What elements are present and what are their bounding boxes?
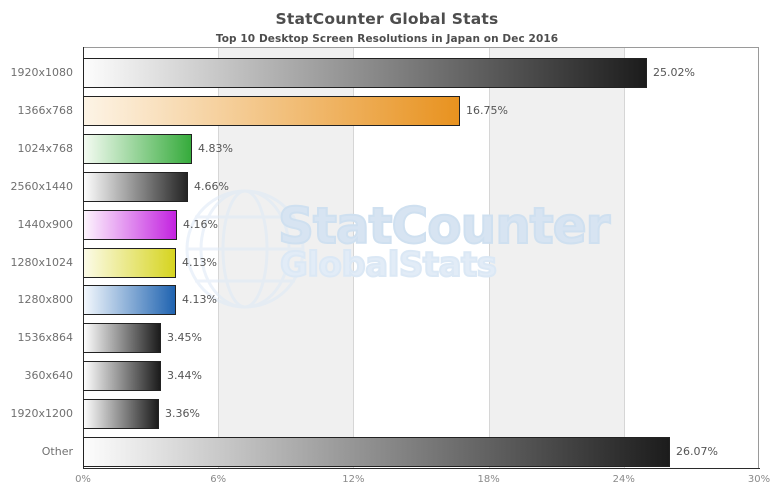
bar[interactable] bbox=[83, 96, 460, 126]
value-label: 4.83% bbox=[198, 142, 233, 155]
category-label: 1920x1080 bbox=[10, 66, 74, 79]
x-tick-label: 24% bbox=[612, 474, 635, 485]
category-label: Other bbox=[41, 445, 73, 458]
bar[interactable] bbox=[83, 210, 177, 240]
bar-row[interactable]: 1280x1024 4.13% bbox=[0, 248, 774, 278]
x-tick-label: 6% bbox=[210, 474, 227, 485]
bar[interactable] bbox=[83, 285, 176, 315]
x-axis-line bbox=[83, 468, 760, 469]
category-label: 1280x800 bbox=[17, 293, 74, 306]
value-label: 26.07% bbox=[676, 445, 718, 458]
value-label: 3.45% bbox=[167, 331, 202, 344]
category-label: 1280x1024 bbox=[10, 256, 74, 269]
bar-row[interactable]: 1536x864 3.45% bbox=[0, 323, 774, 353]
bar-row[interactable]: 1280x800 4.13% bbox=[0, 285, 774, 315]
category-label: 1440x900 bbox=[17, 218, 74, 231]
value-label: 4.66% bbox=[194, 180, 229, 193]
value-label: 16.75% bbox=[466, 104, 508, 117]
x-tick-label: 18% bbox=[477, 474, 500, 485]
bar[interactable] bbox=[83, 58, 647, 88]
value-label: 4.13% bbox=[182, 293, 217, 306]
bar-row[interactable]: Other 26.07% bbox=[0, 437, 774, 467]
bar-row[interactable]: 1366x768 16.75% bbox=[0, 96, 774, 126]
value-label: 4.16% bbox=[183, 218, 218, 231]
gridline bbox=[353, 48, 355, 469]
plot-band bbox=[488, 48, 624, 469]
bar-row[interactable]: 360x640 3.44% bbox=[0, 361, 774, 391]
page-title: StatCounter Global Stats bbox=[275, 10, 499, 28]
gridline bbox=[623, 48, 625, 469]
value-label: 3.36% bbox=[165, 407, 200, 420]
bar[interactable] bbox=[83, 399, 159, 429]
bar[interactable] bbox=[83, 323, 161, 353]
bar-row[interactable]: 2560x1440 4.66% bbox=[0, 172, 774, 202]
bar[interactable] bbox=[83, 134, 192, 164]
x-tick-label: 12% bbox=[342, 474, 365, 485]
category-label: 1024x768 bbox=[17, 142, 74, 155]
x-tick-label: 30% bbox=[747, 474, 771, 485]
bar[interactable] bbox=[83, 437, 670, 467]
value-label: 4.13% bbox=[182, 256, 217, 269]
bar-row[interactable]: 1440x900 4.16% bbox=[0, 210, 774, 240]
page-subtitle: Top 10 Desktop Screen Resolutions in Jap… bbox=[215, 33, 559, 45]
category-label: 1920x1200 bbox=[10, 407, 74, 420]
category-label: 360x640 bbox=[24, 369, 73, 382]
bar[interactable] bbox=[83, 248, 176, 278]
category-label: 2560x1440 bbox=[10, 180, 74, 193]
gridline bbox=[488, 48, 490, 469]
bar-row[interactable]: 1920x1200 3.36% bbox=[0, 399, 774, 429]
category-label: 1366x768 bbox=[17, 104, 74, 117]
bar-row[interactable]: 1024x768 4.83% bbox=[0, 134, 774, 164]
bar[interactable] bbox=[83, 361, 161, 391]
bar-row[interactable]: 1920x1080 25.02% bbox=[0, 58, 774, 88]
category-label: 1536x864 bbox=[17, 331, 74, 344]
value-label: 25.02% bbox=[653, 66, 695, 79]
value-label: 3.44% bbox=[167, 369, 202, 382]
bar[interactable] bbox=[83, 172, 188, 202]
x-tick-label: 0% bbox=[75, 474, 91, 485]
